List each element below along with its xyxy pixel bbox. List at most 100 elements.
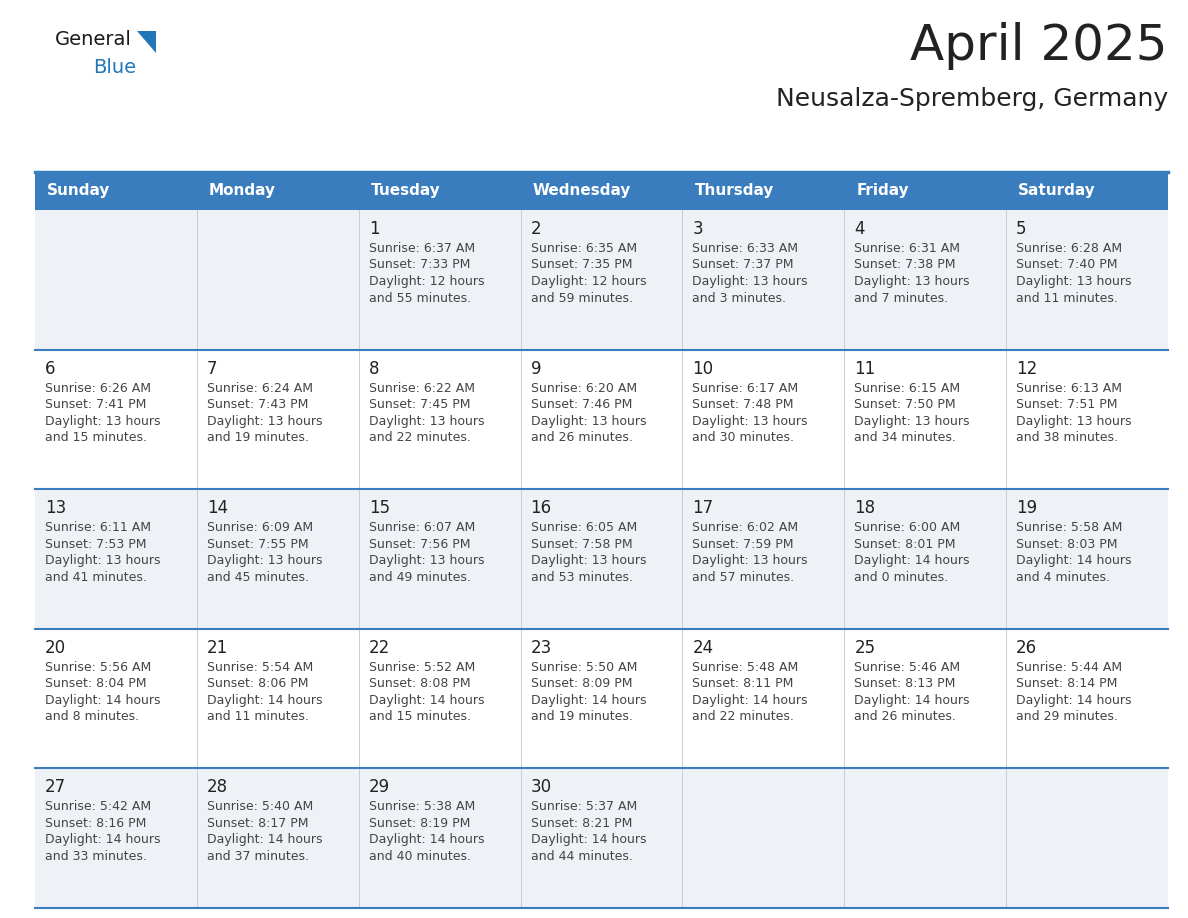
Text: Sunrise: 6:09 AM: Sunrise: 6:09 AM xyxy=(207,521,312,534)
Text: and 11 minutes.: and 11 minutes. xyxy=(207,711,309,723)
Polygon shape xyxy=(138,31,157,53)
Text: and 15 minutes.: and 15 minutes. xyxy=(45,431,147,444)
Text: Sunset: 8:21 PM: Sunset: 8:21 PM xyxy=(531,817,632,830)
Text: Daylight: 13 hours: Daylight: 13 hours xyxy=(531,415,646,428)
Text: Sunset: 7:56 PM: Sunset: 7:56 PM xyxy=(368,538,470,551)
Text: Sunset: 7:45 PM: Sunset: 7:45 PM xyxy=(368,398,470,411)
Bar xyxy=(34,350,1168,489)
Text: Sunrise: 6:15 AM: Sunrise: 6:15 AM xyxy=(854,382,960,395)
Text: Sunrise: 6:28 AM: Sunrise: 6:28 AM xyxy=(1016,242,1123,255)
Text: 1: 1 xyxy=(368,220,379,238)
Text: 30: 30 xyxy=(531,778,551,797)
Text: Sunset: 8:19 PM: Sunset: 8:19 PM xyxy=(368,817,470,830)
Text: Sunday: Sunday xyxy=(48,184,110,198)
Text: Sunrise: 5:42 AM: Sunrise: 5:42 AM xyxy=(45,800,151,813)
Text: 28: 28 xyxy=(207,778,228,797)
Text: Sunrise: 6:00 AM: Sunrise: 6:00 AM xyxy=(854,521,961,534)
Text: Sunrise: 5:40 AM: Sunrise: 5:40 AM xyxy=(207,800,314,813)
Text: and 3 minutes.: and 3 minutes. xyxy=(693,292,786,305)
Text: Daylight: 13 hours: Daylight: 13 hours xyxy=(693,275,808,288)
Text: Sunrise: 6:17 AM: Sunrise: 6:17 AM xyxy=(693,382,798,395)
Text: 9: 9 xyxy=(531,360,541,377)
Text: 14: 14 xyxy=(207,499,228,517)
Text: and 30 minutes.: and 30 minutes. xyxy=(693,431,795,444)
Text: Blue: Blue xyxy=(93,58,137,77)
Text: 7: 7 xyxy=(207,360,217,377)
Bar xyxy=(34,172,1168,210)
Text: Daylight: 14 hours: Daylight: 14 hours xyxy=(45,694,160,707)
Text: Sunset: 7:43 PM: Sunset: 7:43 PM xyxy=(207,398,308,411)
Text: Tuesday: Tuesday xyxy=(371,184,441,198)
Text: 19: 19 xyxy=(1016,499,1037,517)
Text: April 2025: April 2025 xyxy=(910,22,1168,70)
Text: and 53 minutes.: and 53 minutes. xyxy=(531,571,632,584)
Text: and 26 minutes.: and 26 minutes. xyxy=(531,431,632,444)
Text: 4: 4 xyxy=(854,220,865,238)
Text: Daylight: 13 hours: Daylight: 13 hours xyxy=(854,415,969,428)
Text: Daylight: 14 hours: Daylight: 14 hours xyxy=(1016,694,1132,707)
Text: Daylight: 13 hours: Daylight: 13 hours xyxy=(207,554,322,567)
Text: and 33 minutes.: and 33 minutes. xyxy=(45,850,147,863)
Text: and 40 minutes.: and 40 minutes. xyxy=(368,850,470,863)
Text: Daylight: 13 hours: Daylight: 13 hours xyxy=(531,554,646,567)
Text: Daylight: 13 hours: Daylight: 13 hours xyxy=(693,415,808,428)
Text: Daylight: 13 hours: Daylight: 13 hours xyxy=(1016,415,1132,428)
Text: Daylight: 12 hours: Daylight: 12 hours xyxy=(531,275,646,288)
Text: Sunrise: 6:26 AM: Sunrise: 6:26 AM xyxy=(45,382,151,395)
Text: and 7 minutes.: and 7 minutes. xyxy=(854,292,948,305)
Text: Daylight: 14 hours: Daylight: 14 hours xyxy=(368,694,485,707)
Text: Sunrise: 5:50 AM: Sunrise: 5:50 AM xyxy=(531,661,637,674)
Text: Sunset: 7:38 PM: Sunset: 7:38 PM xyxy=(854,259,956,272)
Text: Thursday: Thursday xyxy=(695,184,773,198)
Text: Daylight: 13 hours: Daylight: 13 hours xyxy=(45,415,160,428)
Text: 25: 25 xyxy=(854,639,876,656)
Text: and 55 minutes.: and 55 minutes. xyxy=(368,292,470,305)
Text: and 19 minutes.: and 19 minutes. xyxy=(531,711,632,723)
Text: 22: 22 xyxy=(368,639,390,656)
Text: Daylight: 14 hours: Daylight: 14 hours xyxy=(693,694,808,707)
Text: and 44 minutes.: and 44 minutes. xyxy=(531,850,632,863)
Text: 16: 16 xyxy=(531,499,551,517)
Text: Daylight: 14 hours: Daylight: 14 hours xyxy=(854,694,969,707)
Text: Sunrise: 6:13 AM: Sunrise: 6:13 AM xyxy=(1016,382,1123,395)
Text: Sunrise: 6:33 AM: Sunrise: 6:33 AM xyxy=(693,242,798,255)
Text: Sunset: 8:11 PM: Sunset: 8:11 PM xyxy=(693,677,794,690)
Text: and 57 minutes.: and 57 minutes. xyxy=(693,571,795,584)
Text: Sunrise: 6:05 AM: Sunrise: 6:05 AM xyxy=(531,521,637,534)
Text: and 37 minutes.: and 37 minutes. xyxy=(207,850,309,863)
Text: 24: 24 xyxy=(693,639,714,656)
Text: Sunset: 8:06 PM: Sunset: 8:06 PM xyxy=(207,677,309,690)
Text: and 11 minutes.: and 11 minutes. xyxy=(1016,292,1118,305)
Text: 11: 11 xyxy=(854,360,876,377)
Text: Sunset: 7:59 PM: Sunset: 7:59 PM xyxy=(693,538,794,551)
Text: Sunset: 7:37 PM: Sunset: 7:37 PM xyxy=(693,259,794,272)
Text: 29: 29 xyxy=(368,778,390,797)
Text: 17: 17 xyxy=(693,499,714,517)
Text: Sunset: 8:13 PM: Sunset: 8:13 PM xyxy=(854,677,955,690)
Text: Sunrise: 5:38 AM: Sunrise: 5:38 AM xyxy=(368,800,475,813)
Text: Sunset: 7:35 PM: Sunset: 7:35 PM xyxy=(531,259,632,272)
Text: Sunset: 7:55 PM: Sunset: 7:55 PM xyxy=(207,538,309,551)
Text: Sunrise: 6:02 AM: Sunrise: 6:02 AM xyxy=(693,521,798,534)
Text: and 26 minutes.: and 26 minutes. xyxy=(854,711,956,723)
Text: and 49 minutes.: and 49 minutes. xyxy=(368,571,470,584)
Text: Neusalza-Spremberg, Germany: Neusalza-Spremberg, Germany xyxy=(776,87,1168,111)
Text: Sunset: 7:41 PM: Sunset: 7:41 PM xyxy=(45,398,146,411)
Text: and 22 minutes.: and 22 minutes. xyxy=(368,431,470,444)
Text: Sunrise: 5:37 AM: Sunrise: 5:37 AM xyxy=(531,800,637,813)
Bar xyxy=(34,629,1168,768)
Text: Sunset: 8:09 PM: Sunset: 8:09 PM xyxy=(531,677,632,690)
Text: 20: 20 xyxy=(45,639,67,656)
Text: 8: 8 xyxy=(368,360,379,377)
Text: and 59 minutes.: and 59 minutes. xyxy=(531,292,632,305)
Text: 12: 12 xyxy=(1016,360,1037,377)
Text: 5: 5 xyxy=(1016,220,1026,238)
Bar xyxy=(34,210,1168,350)
Text: Sunset: 7:46 PM: Sunset: 7:46 PM xyxy=(531,398,632,411)
Text: Sunrise: 6:35 AM: Sunrise: 6:35 AM xyxy=(531,242,637,255)
Text: and 0 minutes.: and 0 minutes. xyxy=(854,571,948,584)
Text: Friday: Friday xyxy=(857,184,909,198)
Text: Sunrise: 6:20 AM: Sunrise: 6:20 AM xyxy=(531,382,637,395)
Text: Sunrise: 5:46 AM: Sunrise: 5:46 AM xyxy=(854,661,960,674)
Text: Sunset: 7:48 PM: Sunset: 7:48 PM xyxy=(693,398,794,411)
